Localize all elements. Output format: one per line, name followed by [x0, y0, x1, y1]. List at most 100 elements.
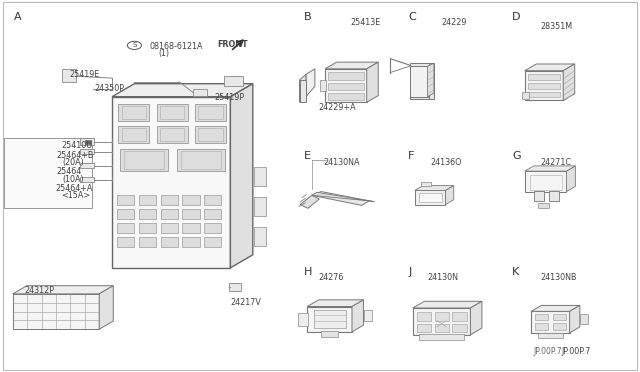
Bar — [139, 209, 156, 219]
Bar — [429, 63, 434, 99]
Bar — [298, 313, 308, 326]
Bar — [62, 69, 76, 82]
Text: 25413E: 25413E — [351, 18, 381, 27]
Text: 25410U: 25410U — [61, 141, 93, 150]
Bar — [182, 209, 200, 219]
Text: 25464+B: 25464+B — [56, 151, 93, 160]
Text: 24217V: 24217V — [230, 298, 261, 307]
Bar — [530, 175, 562, 190]
Bar — [139, 223, 156, 233]
Polygon shape — [307, 300, 364, 307]
Bar — [117, 223, 134, 233]
Bar — [224, 76, 243, 86]
Bar — [528, 74, 560, 80]
Bar — [553, 314, 566, 320]
Bar — [314, 310, 346, 328]
Bar — [161, 223, 178, 233]
Bar — [161, 195, 178, 205]
Bar — [328, 83, 364, 90]
Polygon shape — [445, 186, 454, 205]
Polygon shape — [230, 84, 253, 268]
Polygon shape — [13, 294, 99, 329]
Bar — [410, 66, 428, 97]
Bar — [122, 128, 146, 141]
Bar — [415, 190, 445, 205]
Bar — [553, 323, 566, 330]
Polygon shape — [410, 95, 429, 99]
Text: (1): (1) — [159, 49, 170, 58]
Text: 25464: 25464 — [56, 167, 81, 176]
Bar — [321, 331, 338, 337]
Bar — [417, 312, 431, 321]
Circle shape — [412, 77, 424, 85]
Text: 24136O: 24136O — [430, 158, 461, 167]
Bar — [307, 307, 352, 332]
Bar — [198, 106, 223, 119]
Bar — [364, 310, 372, 321]
Bar — [117, 209, 134, 219]
Text: 25419P: 25419P — [214, 93, 244, 102]
Polygon shape — [300, 74, 306, 102]
Text: G: G — [512, 151, 520, 161]
Polygon shape — [13, 286, 113, 294]
Polygon shape — [415, 186, 454, 190]
Bar — [182, 223, 200, 233]
Text: 24229: 24229 — [442, 18, 467, 27]
Bar — [535, 314, 548, 320]
Bar — [522, 92, 529, 99]
Bar — [161, 209, 178, 219]
Text: F: F — [408, 151, 415, 161]
Bar — [435, 324, 449, 332]
Bar — [122, 106, 146, 119]
Text: 24271C: 24271C — [541, 158, 572, 167]
Bar — [198, 128, 223, 141]
Text: 24130N: 24130N — [428, 273, 458, 282]
Bar — [435, 312, 449, 321]
Circle shape — [230, 79, 237, 84]
Bar — [117, 237, 134, 247]
Bar — [4, 138, 92, 208]
Polygon shape — [563, 64, 575, 100]
Bar — [161, 237, 178, 247]
Bar — [531, 311, 570, 333]
Polygon shape — [112, 84, 253, 97]
Bar — [413, 308, 470, 335]
Bar — [421, 182, 431, 186]
Text: S: S — [132, 42, 136, 48]
Polygon shape — [570, 305, 580, 333]
Bar — [182, 195, 200, 205]
Text: B: B — [304, 12, 312, 22]
Bar — [204, 209, 221, 219]
Polygon shape — [99, 286, 113, 329]
Bar — [139, 195, 156, 205]
Bar — [538, 203, 549, 208]
Text: FRONT: FRONT — [218, 40, 248, 49]
Text: <15A>: <15A> — [61, 191, 91, 200]
Text: JP.00P.7: JP.00P.7 — [562, 347, 591, 356]
Bar — [525, 71, 563, 100]
Text: C: C — [408, 12, 416, 22]
Bar — [328, 93, 364, 100]
Polygon shape — [300, 195, 319, 208]
Bar — [157, 126, 188, 143]
Text: 24130NB: 24130NB — [541, 273, 577, 282]
Text: K: K — [512, 267, 519, 276]
Bar — [528, 83, 560, 89]
Bar — [160, 106, 184, 119]
Polygon shape — [410, 63, 429, 67]
Polygon shape — [470, 301, 482, 335]
Bar — [177, 149, 225, 171]
Bar — [254, 197, 266, 216]
Bar — [452, 324, 467, 332]
Text: H: H — [304, 267, 312, 276]
Polygon shape — [525, 166, 575, 171]
Bar — [157, 104, 188, 121]
Bar — [254, 227, 266, 246]
Polygon shape — [428, 63, 434, 97]
Polygon shape — [325, 62, 378, 69]
Bar — [300, 80, 306, 102]
Bar — [549, 191, 559, 201]
Polygon shape — [312, 192, 374, 202]
Bar — [419, 193, 442, 202]
Bar — [80, 149, 94, 154]
